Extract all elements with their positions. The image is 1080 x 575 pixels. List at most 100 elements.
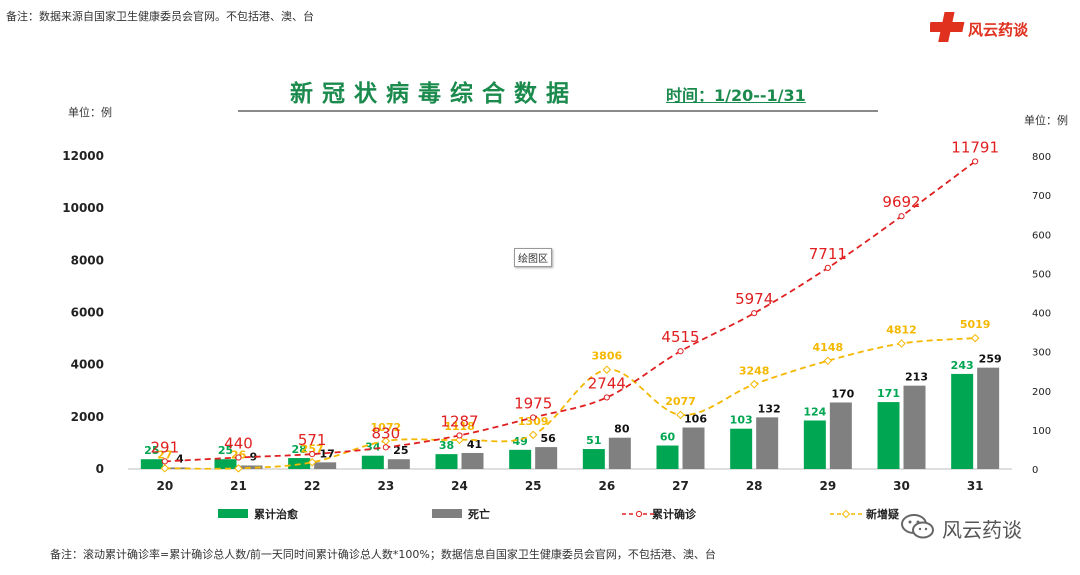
y-left-tick-label: 0 [96, 462, 104, 476]
deaths-data-label: 106 [684, 413, 707, 426]
line-confirmed [164, 160, 976, 463]
marker-confirmed [677, 348, 684, 355]
brand-logo: 风云药谈 [928, 10, 1080, 50]
new-suspected-data-label: 3248 [739, 364, 770, 377]
y-left-tick-label: 6000 [71, 306, 104, 320]
cured-data-label: 38 [439, 439, 454, 452]
bar-deaths [756, 417, 779, 469]
x-tick-label: 30 [893, 479, 910, 493]
legend-label-cured: 累计治愈 [254, 507, 299, 521]
y-right-tick-label: 600 [1032, 230, 1051, 241]
x-tick-label: 29 [819, 479, 836, 493]
confirmed-data-label: 1975 [514, 394, 552, 412]
y-right-tick-label: 200 [1032, 387, 1051, 398]
marker-new-suspected [455, 435, 464, 445]
new-suspected-data-label: 2077 [665, 395, 696, 408]
plot-area-tooltip: 绘图区 [514, 248, 552, 267]
marker-new-suspected [602, 365, 612, 374]
y-right-tick-label: 800 [1032, 152, 1051, 163]
y-left-tick-label: 12000 [62, 149, 104, 163]
y-left-tick-label: 8000 [71, 253, 104, 267]
bar-cured [803, 420, 826, 469]
legend-marker-confirmed [635, 510, 643, 518]
deaths-data-label: 132 [758, 402, 781, 415]
new-suspected-data-label: 27 [157, 448, 172, 461]
bar-cured [361, 455, 384, 469]
y-right-tick-label: 0 [1032, 465, 1038, 476]
watermark: 风云药谈 [900, 512, 1070, 544]
y-left-tick-label: 4000 [71, 358, 104, 372]
confirmed-data-label: 4515 [661, 328, 699, 346]
deaths-data-label: 259 [979, 353, 1002, 366]
cured-data-label: 34 [365, 441, 381, 454]
confirmed-data-label: 11791 [951, 138, 999, 156]
footer-note: 备注：滚动累计确诊率=累计确诊总人数/前一天同时间累计确诊总人数*100%；数据… [50, 548, 716, 561]
cured-data-label: 171 [877, 387, 900, 400]
marker-confirmed [530, 414, 537, 421]
red-cross-icon [928, 12, 965, 42]
bar-cured [140, 459, 163, 469]
marker-confirmed [456, 432, 463, 439]
title-divider [238, 110, 878, 112]
deaths-data-label: 9 [250, 450, 258, 463]
x-tick-label: 31 [967, 479, 984, 493]
y-right-tick-label: 300 [1032, 348, 1051, 359]
line-new-suspected [164, 337, 976, 470]
deaths-data-label: 25 [393, 444, 408, 457]
wechat-icon [901, 514, 934, 539]
x-tick-label: 28 [746, 479, 763, 493]
legend-swatch-cured [218, 509, 248, 518]
bar-cured [730, 428, 753, 469]
marker-confirmed [382, 444, 389, 451]
confirmed-data-label: 2744 [588, 374, 626, 392]
cured-data-label: 124 [803, 405, 826, 418]
cured-data-label: 25 [144, 444, 159, 457]
legend-marker-new [841, 509, 851, 519]
legend-swatch-deaths [432, 509, 462, 518]
y-left-tick-label: 2000 [71, 410, 104, 424]
bar-cured [951, 373, 974, 469]
bar-deaths [535, 447, 558, 469]
x-tick-label: 20 [156, 479, 173, 493]
marker-confirmed [309, 451, 316, 458]
y-right-tick-label: 400 [1032, 309, 1051, 320]
marker-new-suspected [234, 464, 243, 473]
cured-data-label: 49 [513, 435, 528, 448]
confirmed-data-label: 1287 [440, 412, 478, 430]
new-suspected-data-label: 3806 [592, 350, 623, 363]
time-range: 时间：1/20--1/31 [666, 86, 806, 105]
cured-data-label: 51 [586, 434, 601, 447]
legend-label-confirmed: 累计确诊 [652, 507, 697, 521]
brand-name: 风云药谈 [968, 21, 1029, 39]
deaths-data-label: 56 [541, 432, 557, 445]
new-suspected-data-label: 1309 [518, 415, 549, 428]
cured-data-label: 28 [292, 443, 307, 456]
x-tick-label: 25 [525, 479, 542, 493]
cured-data-label: 25 [218, 444, 233, 457]
bar-deaths [608, 437, 631, 469]
chart-title: 新冠状病毒综合数据 [290, 81, 578, 107]
confirmed-data-label: 440 [224, 435, 253, 453]
confirmed-data-label: 5974 [735, 290, 773, 308]
marker-new-suspected [749, 380, 759, 389]
marker-new-suspected [823, 356, 833, 366]
cured-data-label: 103 [730, 414, 753, 427]
new-suspected-data-label: 4148 [813, 341, 844, 354]
bar-cured [435, 454, 458, 469]
bar-cured [509, 449, 532, 469]
deaths-data-label: 4 [176, 452, 184, 465]
bar-deaths [903, 385, 926, 469]
bar-deaths [461, 452, 484, 469]
new-suspected-data-label: 4812 [886, 323, 917, 336]
marker-new-suspected [381, 436, 391, 446]
bar-deaths [977, 367, 1000, 469]
right-axis-unit: 单位：例 [1024, 114, 1068, 127]
y-right-tick-label: 100 [1032, 426, 1051, 437]
x-tick-label: 23 [377, 479, 394, 493]
deaths-data-label: 80 [614, 423, 630, 436]
x-tick-label: 24 [451, 479, 468, 493]
marker-new-suspected [528, 430, 538, 440]
marker-confirmed [161, 458, 168, 465]
bar-cured [656, 445, 679, 469]
